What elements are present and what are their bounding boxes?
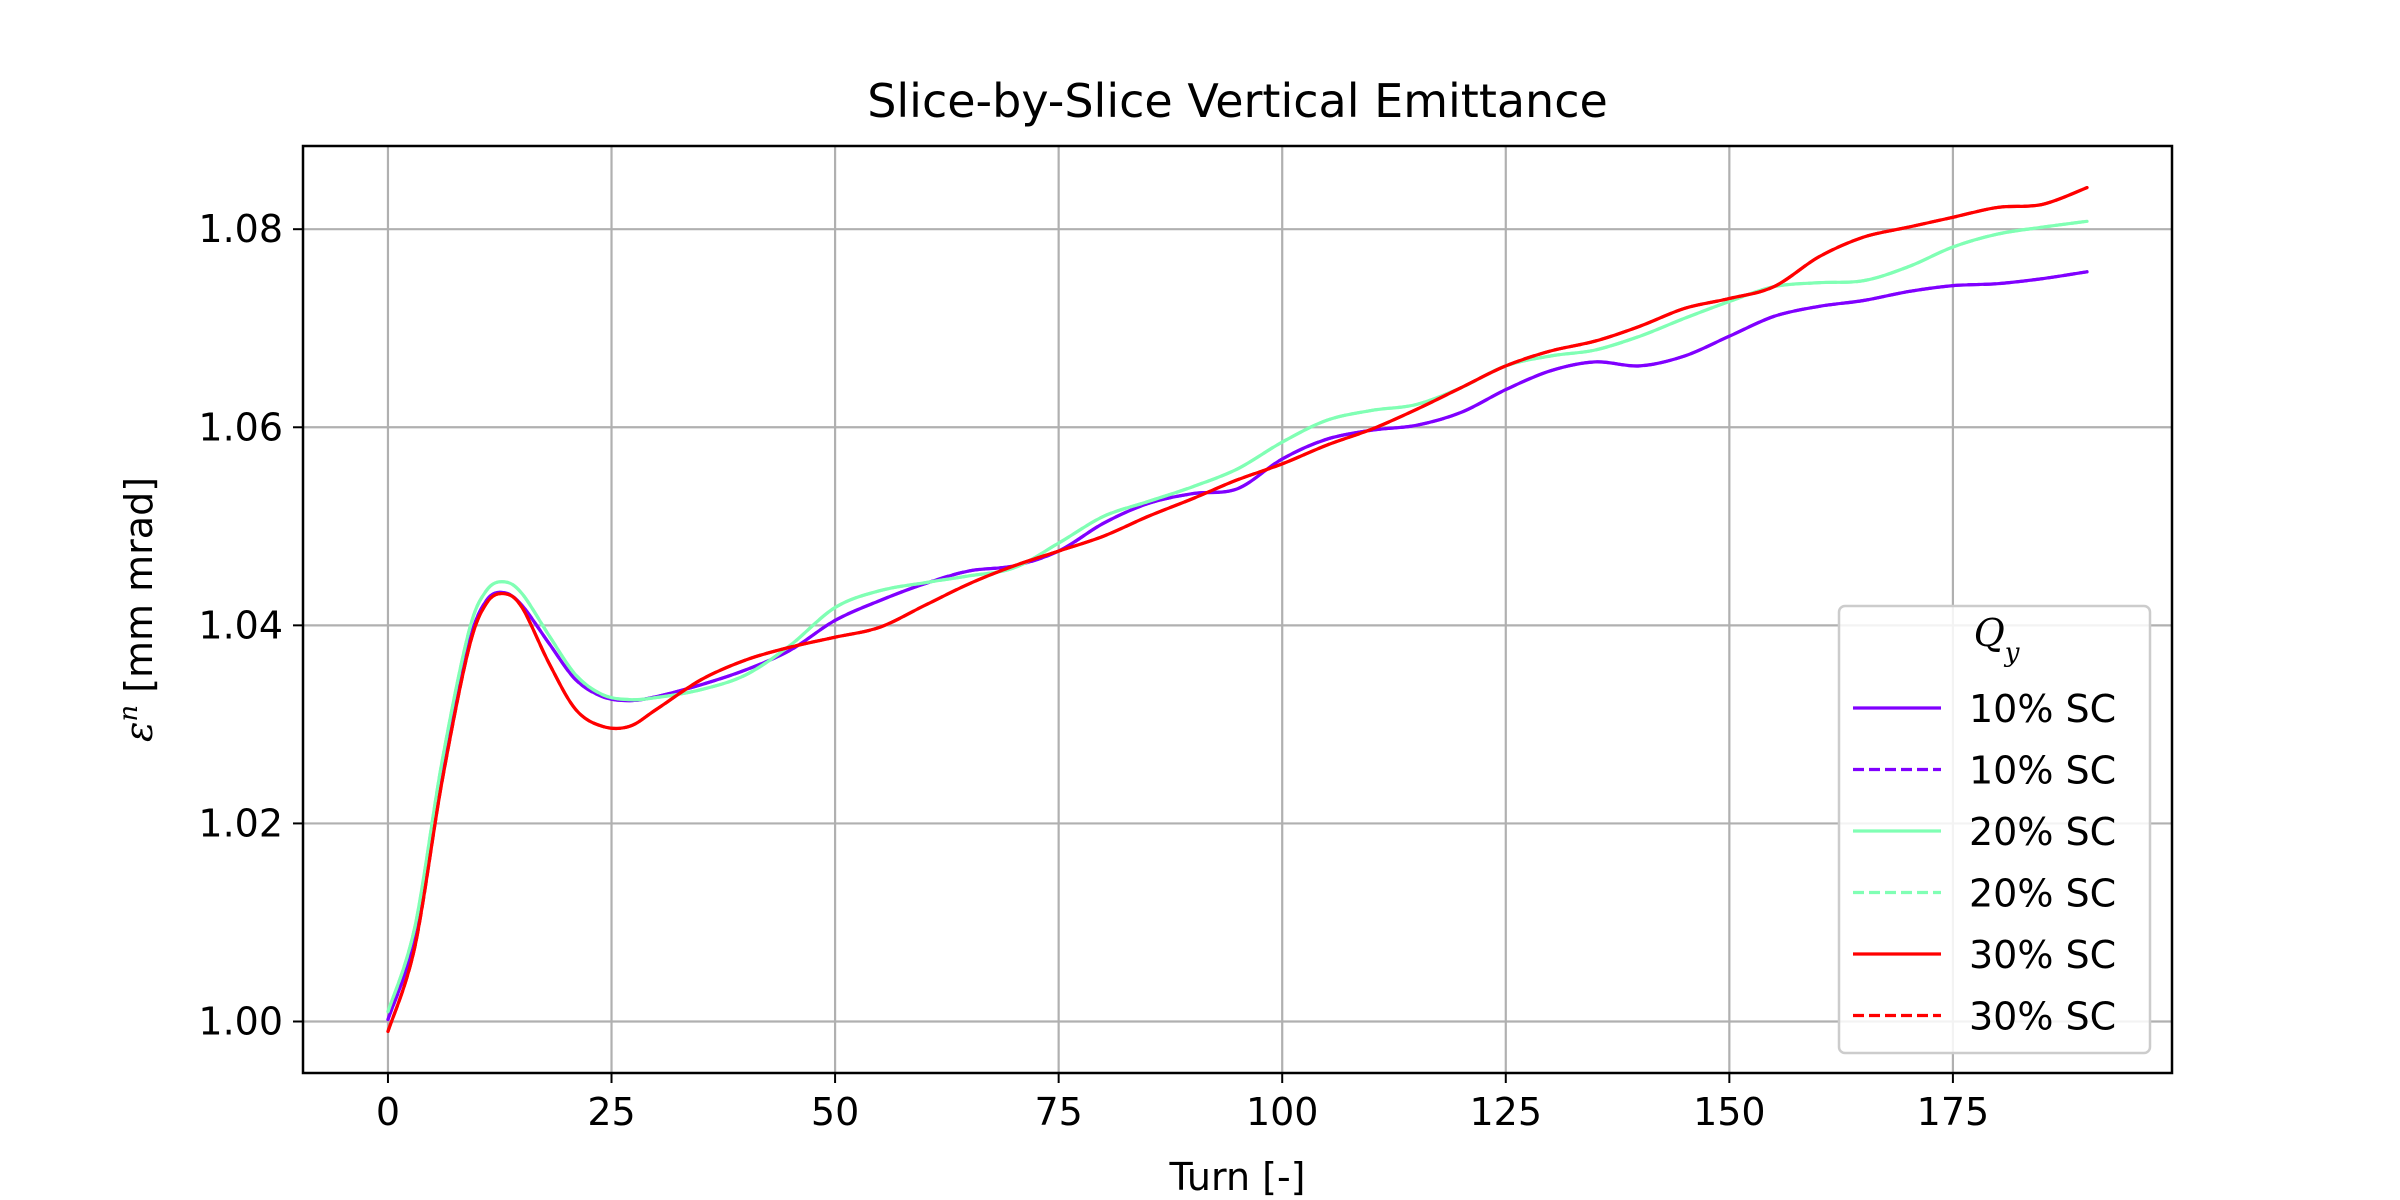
plot-frame	[301, 144, 2174, 1075]
x-tick-label: 150	[1693, 1090, 1766, 1134]
y-tick-label: 1.04	[198, 603, 283, 647]
y-tick-label: 1.02	[198, 801, 283, 845]
x-tick-label: 125	[1470, 1090, 1543, 1134]
chart-title: Slice-by-Slice Vertical Emittance	[867, 74, 1608, 128]
y-tick-label: 1.00	[198, 1000, 283, 1044]
series-line-3	[386, 219, 2089, 1014]
legend-label-5: 30% SC	[1969, 995, 2116, 1039]
legend-title-symbol: Q	[1974, 611, 2005, 655]
series-line-1	[386, 270, 2089, 1022]
legend: Qy 10% SC 10% SC 20% SC 20% SC 30% SC 30% SC	[1837, 604, 2152, 1055]
x-tick-label: 75	[1034, 1090, 1082, 1134]
x-tick-label: 50	[811, 1090, 859, 1134]
legend-label-1: 10% SC	[1969, 749, 2116, 793]
legend-entries: 10% SC 10% SC 20% SC 20% SC 30% SC 30% SC	[1853, 687, 2116, 1039]
y-axis-label: εn [mm mrad]	[114, 477, 161, 742]
y-tick-label: 1.06	[198, 405, 283, 449]
series-lines	[386, 186, 2089, 1033]
legend-box	[1837, 604, 2152, 1055]
y-axis-label-unit: [mm mrad]	[117, 477, 161, 705]
x-tick-label: 25	[587, 1090, 635, 1134]
legend-label-2: 20% SC	[1969, 810, 2116, 854]
x-axis-label: Turn [-]	[1168, 1155, 1305, 1199]
y-axis-label-symbol: ε	[117, 722, 161, 742]
legend-title: Qy	[1974, 611, 2020, 668]
x-tick-label: 175	[1917, 1090, 1990, 1134]
x-tick-label: 100	[1246, 1090, 1319, 1134]
legend-label-3: 20% SC	[1969, 872, 2116, 916]
series-line-5	[386, 186, 2089, 1033]
legend-label-4: 30% SC	[1969, 933, 2116, 977]
x-tick-label: 0	[376, 1090, 400, 1134]
y-axis-label-superscript: n	[114, 705, 144, 722]
y-tick-label: 1.08	[198, 207, 283, 251]
legend-label-0: 10% SC	[1969, 687, 2116, 731]
legend-title-subscript: y	[2004, 638, 2020, 668]
axis-ticks: 0 25 50 75 100 125 150 175 1.00 1.02 1.04 1.06 1.08	[198, 207, 1989, 1134]
